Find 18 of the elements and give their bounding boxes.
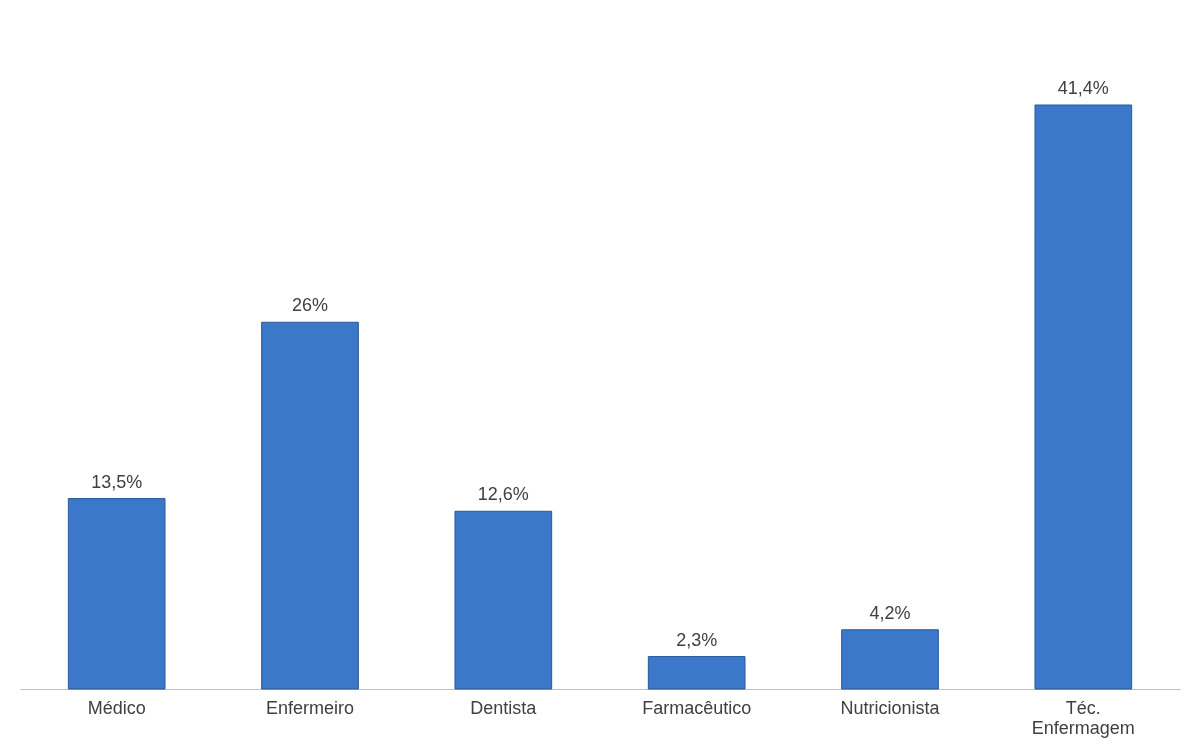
bar xyxy=(454,510,553,690)
data-label: 12,6% xyxy=(477,484,529,505)
bar xyxy=(1034,104,1133,690)
data-label: 26% xyxy=(291,295,329,316)
data-label: 4,2% xyxy=(869,602,911,623)
x-tick-label: Farmacêutico xyxy=(642,697,752,718)
data-label: 2,3% xyxy=(676,629,718,650)
bar xyxy=(841,629,939,690)
x-tick-label: Médico xyxy=(87,697,146,718)
bar xyxy=(67,498,166,690)
data-label: 41,4% xyxy=(1057,78,1109,98)
x-tick-label: Enfermeiro xyxy=(265,697,355,718)
bar xyxy=(261,321,359,690)
x-tick-label: Nutricionista xyxy=(840,697,941,718)
x-tick-label: Dentista xyxy=(470,697,538,718)
x-tick-label: Téc. Enfermagem xyxy=(1031,697,1135,738)
data-label: 13,5% xyxy=(91,471,143,492)
bar xyxy=(647,656,746,690)
